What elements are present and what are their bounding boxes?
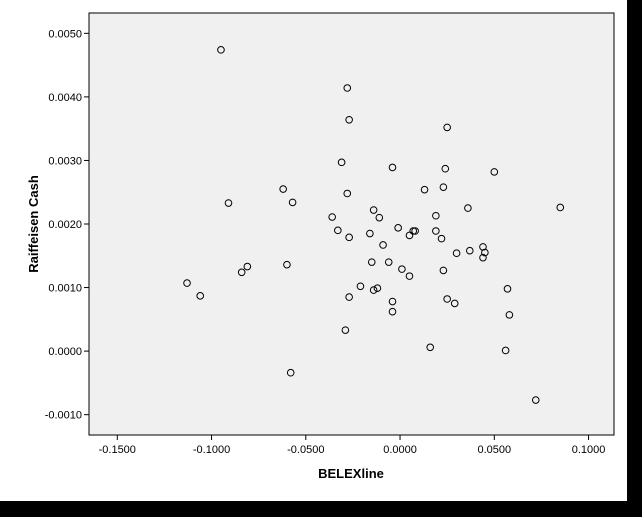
data-point: [343, 189, 352, 198]
scatter-chart: -0.0010 0.0000 0.0010 0.0020 0.0030 0.0040 0.0…: [26, 12, 615, 481]
data-point: [505, 311, 514, 319]
data-point: [432, 211, 440, 220]
data-point: [394, 224, 402, 232]
data-point: [369, 206, 378, 214]
data-point: [409, 227, 418, 235]
data-point: [366, 229, 374, 238]
x-tick-label: -0.1000: [193, 444, 230, 456]
data-point: [441, 164, 450, 173]
data-point: [432, 227, 440, 235]
data-point: [375, 213, 384, 222]
data-point: [367, 258, 376, 266]
data-point: [501, 346, 510, 355]
data-points: [183, 46, 565, 404]
data-point: [337, 158, 346, 167]
data-point: [465, 246, 474, 255]
data-point: [481, 248, 489, 257]
data-point: [450, 299, 459, 308]
y-tick-label: 0.0030: [48, 155, 82, 167]
x-tick-label: 0.1000: [572, 444, 606, 456]
y-axis-title: Raiffeisen Cash: [26, 175, 41, 273]
data-point: [426, 343, 435, 352]
x-tick-label: -0.0500: [287, 444, 324, 456]
data-point: [379, 241, 387, 249]
data-point: [405, 272, 414, 280]
data-point: [405, 231, 414, 240]
x-tick-label: -0.1500: [99, 444, 136, 456]
data-point: [345, 233, 353, 242]
data-point: [443, 295, 451, 303]
y-tick-label: 0.0040: [48, 92, 82, 104]
y-tick-label: -0.0010: [45, 410, 82, 422]
data-point: [531, 396, 540, 404]
data-point: [443, 123, 451, 132]
data-point: [437, 234, 446, 243]
data-point: [439, 266, 448, 275]
data-point: [388, 163, 397, 172]
data-point: [503, 285, 512, 293]
y-tick-label: 0.0050: [48, 28, 82, 40]
x-tick-label: 0.0500: [477, 444, 511, 456]
data-point: [556, 203, 565, 212]
data-point: [283, 260, 291, 269]
data-point: [224, 199, 233, 207]
data-point: [384, 258, 393, 266]
data-point: [286, 368, 295, 377]
y-tick-label: 0.0000: [48, 346, 82, 358]
data-point: [334, 226, 342, 235]
data-point: [388, 297, 397, 306]
data-point: [373, 284, 382, 292]
data-point: [345, 293, 353, 301]
data-point: [356, 282, 365, 291]
data-point: [369, 286, 378, 294]
data-point: [464, 204, 472, 212]
x-axis: -0.1500 -0.1000 -0.0500 0.0000 0.0500 0.1000: [99, 435, 606, 456]
y-tick-label: 0.0010: [48, 283, 82, 295]
data-point: [411, 227, 419, 235]
window-edge-bottom: [0, 501, 642, 517]
data-point: [345, 115, 353, 124]
data-point: [439, 183, 448, 191]
window-edge-right: [627, 0, 642, 517]
data-point: [343, 84, 352, 92]
x-tick-label: 0.0000: [383, 444, 417, 456]
data-point: [288, 198, 297, 207]
data-point: [328, 213, 336, 221]
x-axis-title: BELEXline: [318, 466, 384, 481]
data-point: [279, 185, 287, 193]
data-point: [479, 253, 487, 262]
data-point: [183, 279, 191, 287]
data-point: [490, 168, 499, 176]
data-point: [388, 307, 397, 316]
data-point: [237, 268, 246, 277]
data-point: [452, 249, 461, 258]
data-point: [243, 262, 252, 271]
data-point: [341, 326, 350, 334]
data-point: [196, 292, 205, 300]
data-point: [398, 265, 406, 273]
data-point: [217, 46, 225, 54]
y-axis: -0.0010 0.0000 0.0010 0.0020 0.0030 0.0040 0.0…: [45, 28, 89, 422]
plot-area: [88, 12, 615, 436]
y-tick-label: 0.0020: [48, 219, 82, 231]
data-point: [420, 185, 429, 194]
